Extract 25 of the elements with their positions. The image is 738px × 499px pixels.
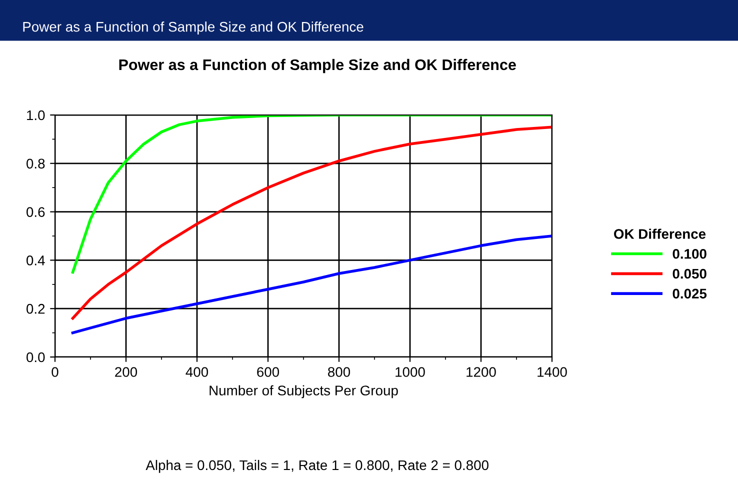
x-tick-label: 0 — [52, 367, 58, 377]
line-series — [71, 115, 552, 274]
line-series — [71, 126, 552, 320]
x-tick-label: 200 — [115, 367, 138, 377]
y-tick-label: 0.0 — [26, 352, 45, 362]
x-tick-label: 1200 — [466, 367, 496, 377]
legend-label: 0.100 — [672, 248, 706, 259]
x-tick-label: 1400 — [538, 367, 567, 377]
x-axis-title: Number of Subjects Per Group — [210, 385, 398, 398]
y-tick-label: 0.2 — [26, 304, 45, 314]
y-tick-label: 0.4 — [26, 256, 45, 266]
text: Power as a Function of Sample Size and OK Difference — [23, 22, 364, 34]
legend-label: 0.025 — [672, 288, 707, 299]
x-tick-label: 400 — [186, 367, 208, 377]
text: Alpha = 0.050, Tails = 1, Rate 1 = 0.800, Rate 2 = 0.800 — [146, 460, 488, 473]
x-tick-label: 600 — [257, 367, 280, 377]
y-tick-label: 0.8 — [26, 158, 45, 169]
line-series — [71, 234, 552, 334]
legend-label: 0.050 — [672, 268, 706, 279]
chart-title: Power as a Function of Sample Size and OK Difference — [119, 58, 516, 74]
x-tick-label: 1000 — [396, 367, 425, 377]
legend-title: OK Difference — [614, 228, 706, 239]
y-tick-label: 0.6 — [26, 207, 45, 217]
x-tick-label: 800 — [328, 367, 350, 377]
y-tick-label: 1.0 — [27, 110, 45, 120]
